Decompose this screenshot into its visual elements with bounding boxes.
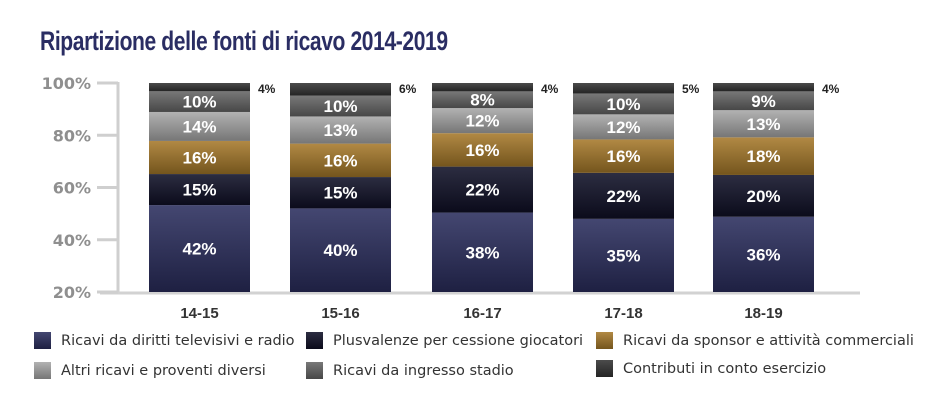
bar-segment — [713, 137, 814, 175]
data-label: 5% — [682, 82, 700, 96]
x-tick-label: 18-19 — [744, 305, 782, 322]
legend-item: Altri ricavi e proventi diversi — [34, 362, 266, 379]
bar-segment — [573, 114, 674, 140]
legend-item: Ricavi da ingresso stadio — [306, 362, 514, 379]
y-tick-label: 100% — [42, 74, 91, 93]
legend-label: Ricavi da ingresso stadio — [333, 362, 514, 379]
bar-segment — [573, 93, 674, 115]
bar-segment — [290, 83, 391, 96]
legend-swatch — [596, 360, 613, 377]
bar-segment — [432, 212, 533, 292]
bar-segment — [713, 110, 814, 138]
y-tick-label: 80% — [53, 126, 91, 145]
data-label: 13% — [323, 121, 357, 140]
legend-item: Contributi in conto esercizio — [596, 360, 826, 377]
y-tick-label: 40% — [53, 231, 91, 250]
bar-segment — [290, 116, 391, 144]
data-label: 20% — [746, 187, 780, 206]
x-tick-label: 16-17 — [463, 305, 501, 322]
legend-item: Ricavi da diritti televisivi e radio — [34, 332, 295, 349]
legend-label: Ricavi da sponsor e attività commerciali — [623, 332, 914, 349]
bar-segment — [290, 208, 391, 292]
data-label: 6% — [399, 82, 417, 96]
legend-item: Ricavi da sponsor e attività commerciali — [596, 332, 914, 349]
bars — [149, 83, 814, 292]
bar-segment — [432, 91, 533, 109]
legend-item: Plusvalenze per cessione giocatori — [306, 332, 583, 349]
data-label: 16% — [465, 141, 499, 160]
bar-segment — [713, 174, 814, 217]
data-label: 14% — [182, 117, 216, 136]
data-label: 10% — [182, 93, 216, 112]
bar-segment — [432, 108, 533, 134]
data-label: 10% — [323, 97, 357, 116]
data-label: 16% — [182, 148, 216, 167]
x-tick-label: 17-18 — [604, 305, 642, 322]
data-label: 15% — [323, 184, 357, 203]
legend-swatch — [34, 332, 51, 349]
bar-segment — [290, 177, 391, 209]
y-tick-label: 20% — [53, 283, 91, 302]
y-tick-label: 60% — [53, 179, 91, 198]
bar-segment — [432, 166, 533, 213]
data-label: 42% — [182, 240, 216, 259]
legend-label: Altri ricavi e proventi diversi — [61, 362, 266, 379]
data-label: 16% — [323, 151, 357, 170]
x-tick-label: 14-15 — [180, 305, 218, 322]
bar-segment — [573, 218, 674, 292]
data-label: 38% — [465, 243, 499, 262]
bar-segment — [713, 216, 814, 292]
data-label: 15% — [182, 181, 216, 200]
data-label: 8% — [470, 91, 495, 110]
data-label: 13% — [746, 115, 780, 134]
x-tick-label: 15-16 — [321, 305, 359, 322]
bar-segment — [290, 95, 391, 117]
bar-segment — [432, 133, 533, 167]
legend-swatch — [596, 332, 613, 349]
data-label: 35% — [606, 246, 640, 265]
bar-segment — [573, 83, 674, 94]
bar-segment — [713, 91, 814, 111]
data-label: 12% — [465, 112, 499, 131]
legend-swatch — [306, 362, 323, 379]
data-label: 4% — [541, 82, 559, 96]
bar-segment — [149, 91, 250, 112]
legend-swatch — [306, 332, 323, 349]
data-label: 36% — [746, 245, 780, 264]
bar-segment — [149, 111, 250, 141]
data-label: 40% — [323, 241, 357, 260]
data-label: 22% — [465, 181, 499, 200]
data-label: 10% — [606, 95, 640, 114]
bar-segment — [290, 143, 391, 178]
chart-title: Ripartizione delle fonti di ricavo 2014-… — [40, 26, 448, 56]
legend-label: Contributi in conto esercizio — [623, 360, 827, 377]
bar-segment — [573, 139, 674, 173]
legend-label: Ricavi da diritti televisivi e radio — [61, 332, 295, 349]
data-label: 4% — [258, 82, 276, 96]
bar-segment — [149, 83, 250, 92]
bar-segment — [149, 174, 250, 206]
data-label: 16% — [606, 147, 640, 166]
data-label: 18% — [746, 147, 780, 166]
bar-segment — [149, 205, 250, 292]
data-label: 12% — [606, 118, 640, 137]
bar-segment — [713, 83, 814, 92]
data-label: 9% — [751, 92, 776, 111]
axes: 20% 40% 60% 80% 100% — [42, 74, 860, 302]
legend-label: Plusvalenze per cessione giocatori — [333, 332, 584, 349]
labels: 42% 15% 16% 14% 10% 4% 14-15 40% 15% 16% 13% 10% 6% 1… — [180, 82, 839, 322]
data-label: 4% — [822, 82, 840, 96]
bar-segment — [149, 140, 250, 175]
bar-segment — [432, 83, 533, 92]
bar-segment — [573, 172, 674, 219]
data-label: 22% — [606, 187, 640, 206]
legend-swatch — [34, 362, 51, 379]
